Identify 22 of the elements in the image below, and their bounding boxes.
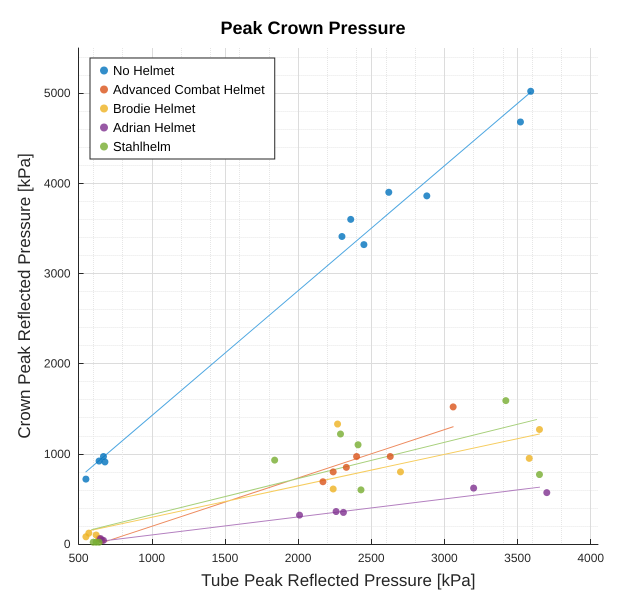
y-tick-label: 0 bbox=[64, 537, 71, 551]
x-tick-label: 500 bbox=[68, 551, 89, 565]
y-tick-label: 3000 bbox=[44, 266, 71, 280]
y-tick-label: 4000 bbox=[44, 176, 71, 190]
legend-label: Stahlhelm bbox=[113, 139, 171, 154]
y-tick-label: 1000 bbox=[44, 446, 71, 461]
legend-label: No Helmet bbox=[113, 63, 175, 78]
x-tick-label: 4000 bbox=[577, 551, 604, 565]
x-tick-label: 3500 bbox=[504, 551, 532, 565]
x-tick-label: 1500 bbox=[212, 551, 239, 565]
y-axis-title: Crown Peak Reflected Pressure [kPa] bbox=[15, 153, 34, 439]
chart-title: Peak Crown Pressure bbox=[220, 18, 406, 38]
legend-label: Adrian Helmet bbox=[113, 120, 196, 135]
x-tick-label: 2500 bbox=[358, 551, 385, 565]
legend-label: Brodie Helmet bbox=[113, 101, 196, 116]
x-axis-title: Tube Peak Reflected Pressure [kPa] bbox=[201, 571, 476, 590]
y-tick-label: 2000 bbox=[44, 356, 71, 371]
x-tick-label: 3000 bbox=[431, 551, 458, 565]
x-tick-label: 1000 bbox=[138, 551, 166, 565]
x-tick-label: 2000 bbox=[284, 551, 312, 565]
legend-label: Advanced Combat Helmet bbox=[113, 82, 266, 97]
y-tick-label: 5000 bbox=[44, 86, 71, 100]
